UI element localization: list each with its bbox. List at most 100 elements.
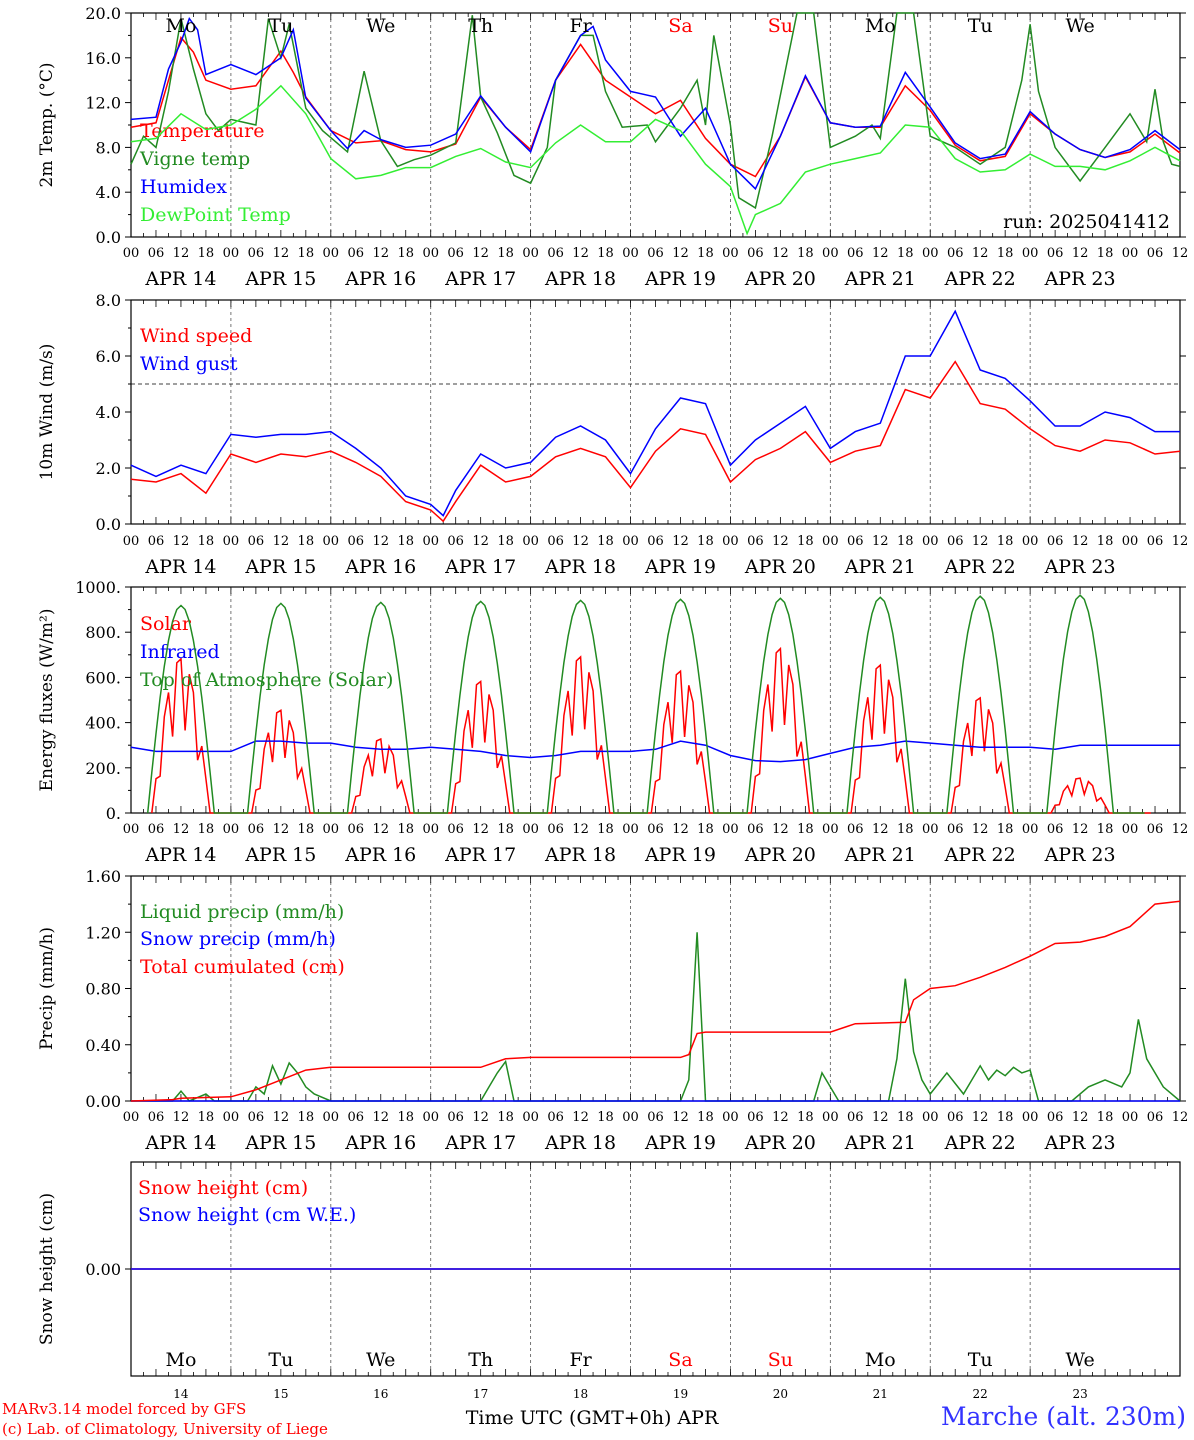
x-tick-label: 18 (198, 534, 215, 549)
date-label: APR 20 (744, 1132, 816, 1154)
x-tick-label: 12 (872, 822, 889, 837)
x-tick-label: 06 (647, 822, 664, 837)
x-tick-label: 06 (647, 534, 664, 549)
weekday-label: Tu (968, 1349, 993, 1371)
date-label: APR 21 (844, 268, 916, 290)
x-tick-label: 00 (323, 1110, 340, 1125)
x-tick-label: 06 (847, 534, 864, 549)
x-tick-label: 06 (747, 822, 764, 837)
x-tick-label: 18 (397, 822, 414, 837)
x-tick-label: 18 (1097, 534, 1114, 549)
panel-frame-wind (130, 299, 1181, 525)
x-tick-label: 00 (522, 534, 539, 549)
date-label: APR 18 (544, 556, 616, 578)
date-label: APR 20 (744, 268, 816, 290)
date-label: APR 16 (344, 1132, 416, 1154)
x-tick-label: 00 (223, 246, 240, 261)
weekday-label: We (366, 15, 395, 37)
x-tick-label: 12 (672, 534, 689, 549)
weekday-label: Su (768, 15, 793, 37)
y-tick-label: 8.0 (96, 138, 121, 157)
series-line-dewpoint-temp (130, 84, 1181, 236)
date-label: APR 22 (944, 556, 1016, 578)
date-label: APR 22 (944, 844, 1016, 866)
x-tick-label: 12 (872, 246, 889, 261)
weekday-label: Su (768, 1349, 793, 1371)
x-tick-label: 12 (173, 822, 190, 837)
y-tick-label: 1.60 (85, 867, 121, 886)
date-label: APR 18 (544, 268, 616, 290)
y-tick-label: 800. (85, 623, 121, 642)
x-tick-label: 06 (148, 246, 165, 261)
x-tick-label: 00 (822, 534, 839, 549)
y-tick-label: 2.0 (96, 459, 121, 478)
x-tick-label: 18 (497, 246, 514, 261)
series-line-wind-gust (130, 309, 1180, 517)
weekday-label: We (366, 1349, 395, 1371)
x-tick-label: 06 (248, 534, 265, 549)
x-tick-label: 00 (522, 246, 539, 261)
x-tick-label: 00 (123, 534, 140, 549)
run-label: run: 2025041412 (1003, 211, 1170, 233)
y-tick-label: 0.00 (85, 1092, 121, 1111)
legend-entry: Temperature (140, 120, 264, 142)
x-tick-label: 18 (397, 1110, 414, 1125)
legend-entry: Top of Atmosphere (Solar) (140, 669, 393, 691)
x-tick-label: 00 (1022, 822, 1039, 837)
x-tick-label: 00 (622, 1110, 639, 1125)
x-tick-label: 06 (947, 822, 964, 837)
x-tick-label: 18 (198, 822, 215, 837)
date-label: APR 19 (644, 556, 716, 578)
x-tick-label: 06 (647, 1110, 664, 1125)
date-label: APR 17 (444, 556, 516, 578)
date-label: APR 23 (1044, 556, 1116, 578)
x-tick-label: 18 (298, 246, 315, 261)
x-tick-label: 06 (747, 534, 764, 549)
day-number-label: 21 (873, 1387, 888, 1401)
x-tick-label: 00 (922, 246, 939, 261)
weekday-label: Tu (268, 15, 293, 37)
y-tick-label: 0. (106, 804, 121, 823)
x-tick-label: 18 (1097, 822, 1114, 837)
x-tick-label: 12 (672, 246, 689, 261)
day-number-label: 17 (473, 1387, 488, 1401)
date-label: APR 18 (544, 844, 616, 866)
x-tick-label: 18 (298, 1110, 315, 1125)
x-tick-label: 06 (348, 534, 365, 549)
x-tick-label: 18 (298, 534, 315, 549)
x-tick-label: 12 (972, 246, 989, 261)
y-tick-label: 4.0 (96, 403, 121, 422)
x-tick-label: 12 (372, 822, 389, 837)
x-tick-label: 06 (1147, 534, 1164, 549)
x-tick-label: 06 (447, 1110, 464, 1125)
legend-entry: Snow height (cm) (138, 1177, 308, 1199)
weekday-label: Tu (968, 15, 993, 37)
date-label: APR 16 (344, 268, 416, 290)
y-tick-label: 20.0 (85, 4, 121, 23)
x-tick-label: 18 (797, 246, 814, 261)
x-tick-label: 18 (597, 822, 614, 837)
date-label: APR 17 (444, 268, 516, 290)
y-axis-label: Energy fluxes (W/m²) (37, 609, 57, 792)
x-tick-label: 18 (697, 1110, 714, 1125)
date-label: APR 20 (744, 556, 816, 578)
x-tick-label: 12 (572, 534, 589, 549)
x-tick-label: 00 (1122, 246, 1139, 261)
date-label: APR 16 (344, 556, 416, 578)
x-tick-label: 12 (273, 534, 290, 549)
station-name: Marche (alt. 230m) (940, 1402, 1186, 1431)
lab-credit: (c) Lab. of Climatology, University of L… (2, 1420, 328, 1438)
x-tick-label: 00 (223, 1110, 240, 1125)
date-label: APR 23 (1044, 1132, 1116, 1154)
x-tick-label: 00 (422, 534, 439, 549)
y-tick-label: 200. (85, 759, 121, 778)
x-tick-label: 06 (1047, 534, 1064, 549)
legend-entry: Humidex (140, 176, 227, 198)
x-tick-label: 18 (397, 246, 414, 261)
x-tick-label: 12 (173, 1110, 190, 1125)
x-tick-label: 00 (822, 822, 839, 837)
x-tick-label: 00 (123, 246, 140, 261)
x-tick-label: 12 (772, 1110, 789, 1125)
x-tick-label: 06 (847, 822, 864, 837)
